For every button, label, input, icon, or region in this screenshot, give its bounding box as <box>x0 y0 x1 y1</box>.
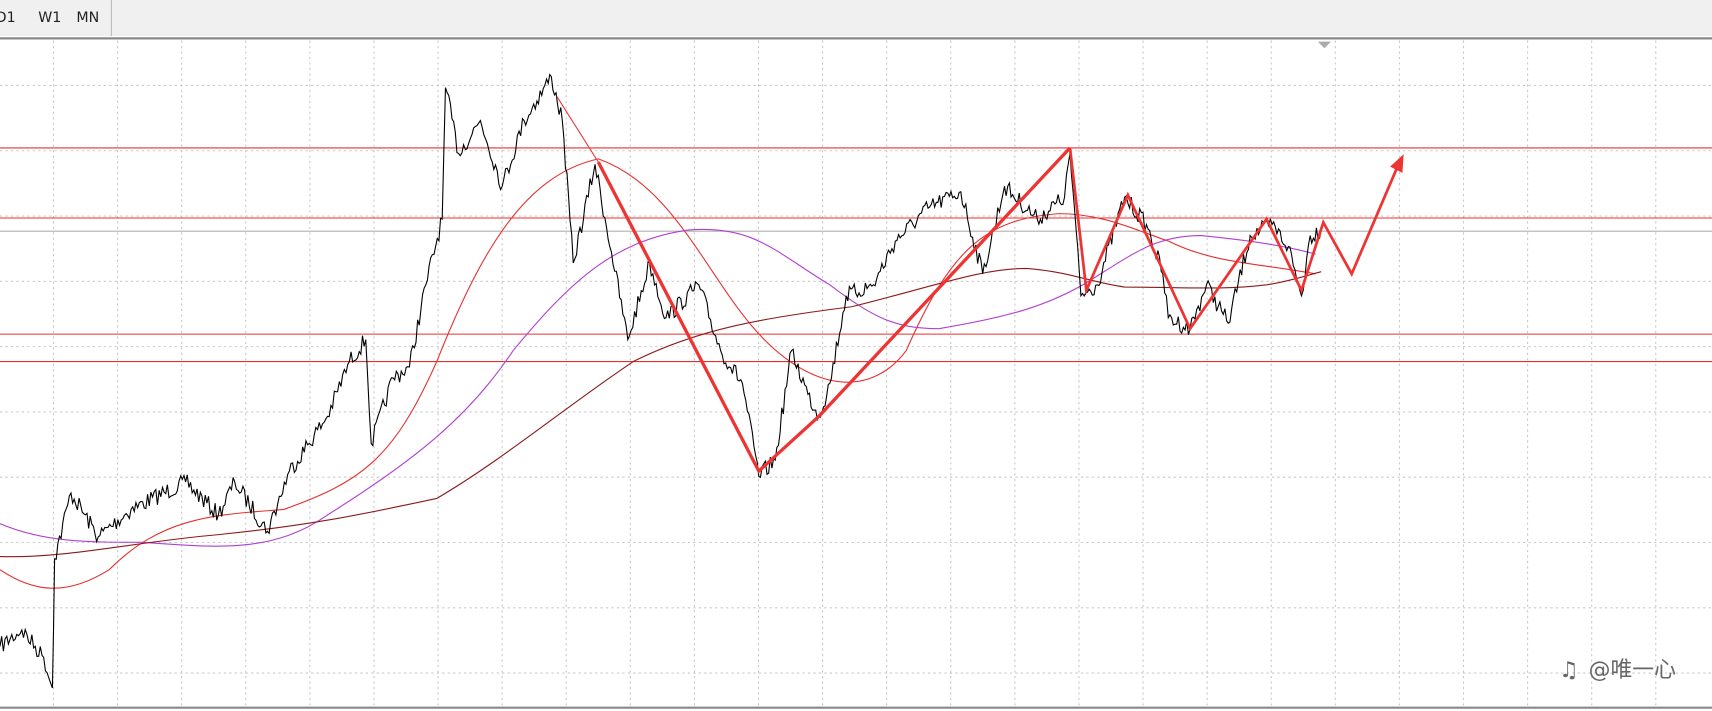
arrow-head <box>1390 154 1404 173</box>
watermark-icon: ♫ <box>1559 658 1579 683</box>
toolbar <box>0 0 1712 37</box>
forecast-arrows <box>556 96 1404 474</box>
moving-average <box>0 158 1316 589</box>
levels <box>0 147 1712 363</box>
timeframe-button[interactable]: D1 <box>0 10 16 26</box>
price-series <box>0 73 1322 689</box>
trend-line <box>596 146 1072 474</box>
shift-marker <box>1317 41 1331 49</box>
moving-average <box>0 267 1322 558</box>
trend-line <box>1068 147 1403 332</box>
trend-line <box>556 96 599 163</box>
timeframe-button[interactable]: W1 <box>38 10 61 26</box>
timeframe-button[interactable]: MN <box>76 10 99 26</box>
watermark: @唯一心 <box>1589 658 1676 683</box>
moving-average <box>0 228 1316 547</box>
grid <box>0 40 1712 707</box>
